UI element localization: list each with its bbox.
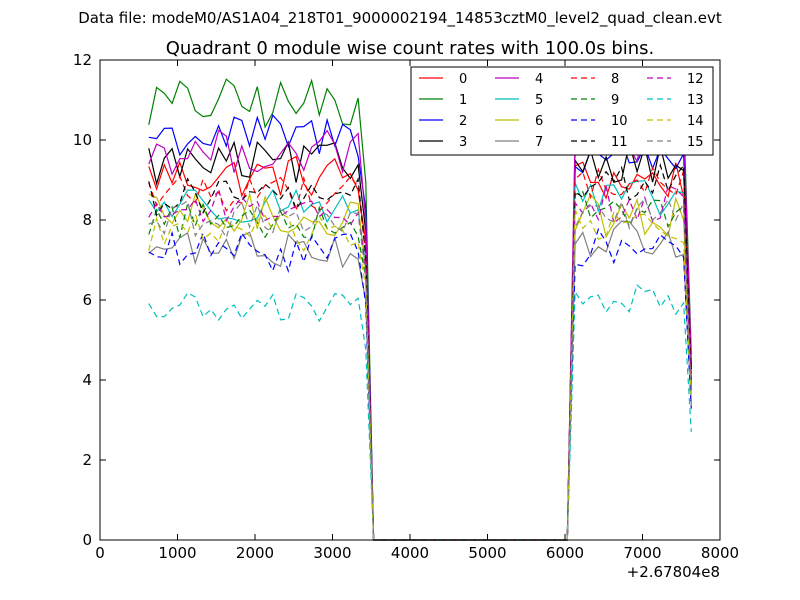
- legend-label-12: 12: [687, 72, 704, 87]
- legend-label-13: 13: [687, 93, 704, 108]
- legend-box: [410, 66, 714, 156]
- legend-label-3: 3: [459, 135, 467, 150]
- legend-label-1: 1: [459, 93, 467, 108]
- y-tick-label: 8: [82, 211, 92, 229]
- x-tick-label: 6000: [546, 544, 584, 562]
- axis-ticks: 0 1000 2000 3000 4000 5000 6000 7000 80000246810…: [73, 51, 739, 562]
- series-line-3: [148, 140, 692, 541]
- x-axis-offset-label: +2.67804e8: [627, 563, 720, 581]
- x-tick-label: 1000: [158, 544, 196, 562]
- y-tick-label: 10: [73, 131, 92, 149]
- x-tick-label: 8000: [701, 544, 739, 562]
- series-line-13: [148, 283, 692, 541]
- x-tick-label: 4000: [391, 544, 429, 562]
- series-line-5: [148, 180, 692, 541]
- legend-label-11: 11: [611, 135, 628, 150]
- series-line-2: [148, 114, 692, 541]
- legend-label-0: 0: [459, 72, 467, 87]
- legend-label-9: 9: [611, 93, 619, 108]
- legend-label-15: 15: [687, 135, 704, 150]
- plot-lines: [148, 78, 692, 541]
- series-line-7: [148, 220, 692, 541]
- legend-label-2: 2: [459, 114, 467, 129]
- y-tick-label: 6: [82, 291, 92, 309]
- series-line-10: [148, 227, 692, 541]
- legend-label-6: 6: [535, 114, 543, 129]
- series-line-0: [148, 155, 692, 541]
- legend-label-4: 4: [535, 72, 543, 87]
- y-tick-label: 2: [82, 451, 92, 469]
- series-line-11: [148, 163, 692, 541]
- x-tick-label: 5000: [468, 544, 506, 562]
- series-line-14: [148, 209, 692, 541]
- legend-label-8: 8: [611, 72, 619, 87]
- x-tick-label: 2000: [236, 544, 274, 562]
- y-tick-label: 4: [82, 371, 92, 389]
- legend-label-7: 7: [535, 135, 543, 150]
- x-tick-label: 3000: [313, 544, 351, 562]
- x-tick-label: 7000: [623, 544, 661, 562]
- figure-suptitle: Data file: modeM0/AS1A04_218T01_90000021…: [78, 9, 722, 28]
- series-line-15: [148, 197, 692, 541]
- y-tick-label: 0: [82, 531, 92, 549]
- legend-label-10: 10: [611, 114, 628, 129]
- chart-title: Quadrant 0 module wise count rates with …: [166, 38, 655, 59]
- series-line-9: [148, 191, 692, 541]
- x-tick-label: 0: [95, 544, 105, 562]
- series-line-6: [148, 192, 692, 541]
- legend-label-14: 14: [687, 114, 704, 129]
- y-tick-label: 12: [73, 51, 92, 69]
- legend-label-5: 5: [535, 93, 543, 108]
- series-line-12: [148, 184, 692, 541]
- series-line-8: [148, 166, 692, 541]
